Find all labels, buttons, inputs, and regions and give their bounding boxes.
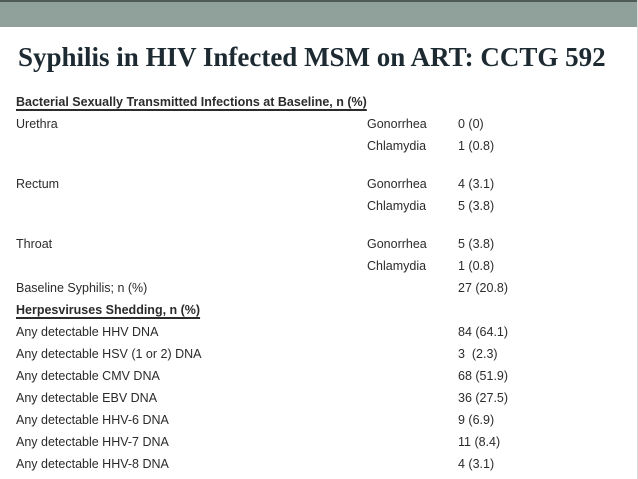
- table-row: Any detectable CMV DNA 68 (51.9): [16, 365, 627, 387]
- value-cell: 1 (0.8): [458, 259, 495, 273]
- value-cell: 27 (20.8): [458, 281, 509, 295]
- table-row: Chlamydia 1 (0.8): [16, 135, 627, 157]
- table-row: Any detectable EBV DNA 36 (27.5): [16, 387, 627, 409]
- row-label-cell: Baseline Syphilis; n (%): [16, 281, 148, 295]
- row-label-cell: Any detectable CMV DNA: [16, 369, 160, 383]
- test-name-cell: Gonorrhea: [367, 117, 427, 131]
- table-row: Chlamydia 5 (3.8): [16, 195, 627, 217]
- value-cell: 5 (3.8): [458, 237, 495, 251]
- value-cell: 5 (3.8): [458, 199, 495, 213]
- value-cell: 3 (2.3): [458, 347, 498, 361]
- row-label-cell: Any detectable HHV-7 DNA: [16, 435, 169, 449]
- table-row: Any detectable HHV DNA 84 (64.1): [16, 321, 627, 343]
- value-cell: 0 (0): [458, 117, 484, 131]
- section-header-row: Bacterial Sexually Transmitted Infection…: [16, 91, 627, 113]
- value-cell: 4 (3.1): [458, 177, 495, 191]
- table-row: Urethra Gonorrhea 0 (0): [16, 113, 627, 135]
- slide-accent-bar: [0, 0, 637, 27]
- table-row: Any detectable HHV-6 DNA 9 (6.9): [16, 409, 627, 431]
- row-label-cell: Any detectable HHV-8 DNA: [16, 457, 169, 471]
- row-label-cell: Any detectable HSV (1 or 2) DNA: [16, 347, 202, 361]
- test-name-cell: Gonorrhea: [367, 177, 427, 191]
- row-label-cell: Any detectable HHV DNA: [16, 325, 159, 339]
- test-name-cell: Gonorrhea: [367, 237, 427, 251]
- row-label-cell: Urethra: [16, 117, 58, 131]
- test-name-cell: Chlamydia: [367, 259, 427, 273]
- section-header-row: Herpesviruses Shedding, n (%): [16, 299, 627, 321]
- section-header-label: Herpesviruses Shedding, n (%): [16, 303, 201, 317]
- value-cell: 36 (27.5): [458, 391, 509, 405]
- table-row: Throat Gonorrhea 5 (3.8): [16, 233, 627, 255]
- value-cell: 1 (0.8): [458, 139, 495, 153]
- value-cell: 68 (51.9): [458, 369, 509, 383]
- value-cell: 84 (64.1): [458, 325, 509, 339]
- row-label-cell: Any detectable EBV DNA: [16, 391, 158, 405]
- value-cell: 11 (8.4): [458, 435, 501, 449]
- row-label-cell: Throat: [16, 237, 53, 251]
- baseline-sti-herpes-table: Bacterial Sexually Transmitted Infection…: [16, 91, 627, 475]
- table-row: Any detectable HSV (1 or 2) DNA 3 (2.3): [16, 343, 627, 365]
- row-label-cell: Rectum: [16, 177, 60, 191]
- table-row: Chlamydia 1 (0.8): [16, 255, 627, 277]
- table-row: Rectum Gonorrhea 4 (3.1): [16, 173, 627, 195]
- table-row: Any detectable HHV-7 DNA 11 (8.4): [16, 431, 627, 453]
- value-cell: 9 (6.9): [458, 413, 495, 427]
- section-header-label: Bacterial Sexually Transmitted Infection…: [16, 95, 367, 109]
- value-cell: 4 (3.1): [458, 457, 495, 471]
- slide-title: Syphilis in HIV Infected MSM on ART: CCT…: [18, 42, 606, 72]
- test-name-cell: Chlamydia: [367, 139, 427, 153]
- table-row: Baseline Syphilis; n (%) 27 (20.8): [16, 277, 627, 299]
- test-name-cell: Chlamydia: [367, 199, 427, 213]
- row-label-cell: Any detectable HHV-6 DNA: [16, 413, 169, 427]
- table-row: Any detectable HHV-8 DNA 4 (3.1): [16, 453, 627, 475]
